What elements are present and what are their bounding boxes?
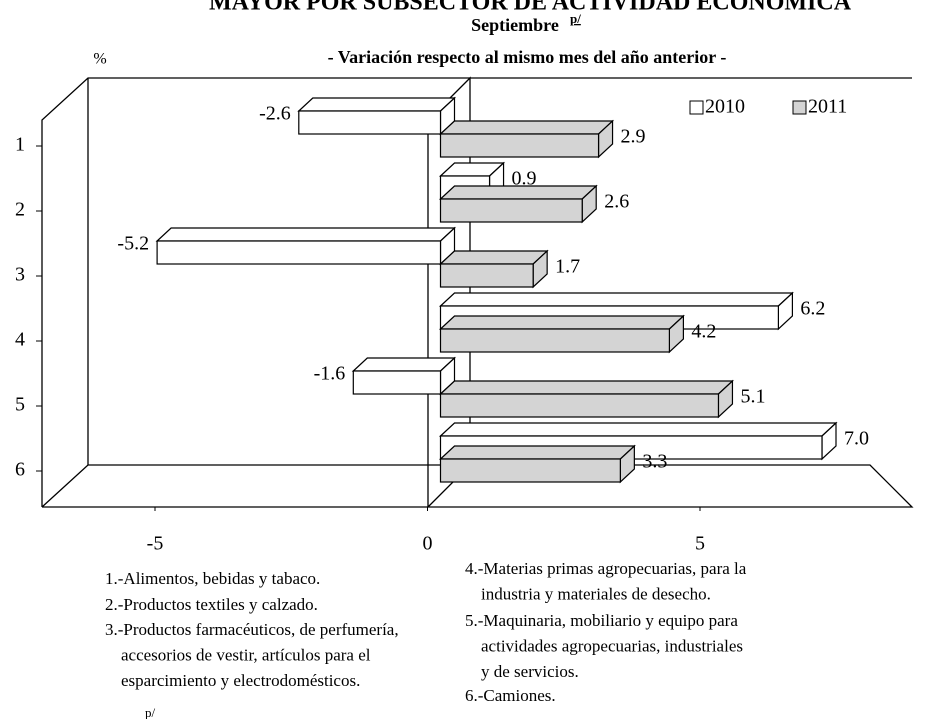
bar-top bbox=[438, 422, 838, 437]
note: accesorios de vestir, artículos para el bbox=[121, 645, 371, 664]
x-tick-label: 5 bbox=[695, 533, 705, 555]
bar bbox=[352, 370, 442, 395]
value-label: 2.6 bbox=[604, 191, 629, 213]
bar bbox=[439, 263, 534, 288]
value-label: 7.0 bbox=[844, 428, 869, 450]
bar bbox=[298, 110, 442, 135]
note: actividades agropecuarias, industriales bbox=[481, 636, 743, 655]
legend-swatch bbox=[689, 100, 704, 115]
value-label: -1.6 bbox=[314, 363, 346, 385]
bar-top bbox=[438, 185, 598, 200]
note: 1.-Alimentos, bebidas y tabaco. bbox=[105, 569, 320, 588]
bar-top bbox=[438, 250, 549, 265]
chart-subtitle: Septiembre bbox=[471, 15, 559, 35]
y-tick-label: 1 bbox=[15, 134, 25, 156]
chart-subtitle: - Variación respecto al mismo mes del añ… bbox=[328, 47, 727, 67]
value-label: 4.2 bbox=[691, 321, 716, 343]
legend-swatch bbox=[792, 100, 807, 115]
y-tick-label: 6 bbox=[15, 459, 25, 481]
value-label: 5.1 bbox=[740, 386, 765, 408]
floor bbox=[41, 464, 914, 508]
footnote: p/ bbox=[145, 705, 156, 719]
unit-label: % bbox=[93, 51, 106, 68]
note: 5.-Maquinaria, mobiliario y equipo para bbox=[465, 611, 738, 630]
walls bbox=[41, 77, 912, 507]
bar bbox=[439, 393, 720, 418]
legend-label: 2010 bbox=[705, 96, 745, 118]
y-tick-label: 5 bbox=[15, 394, 25, 416]
value-label: 1.7 bbox=[555, 256, 580, 278]
value-label: -2.6 bbox=[259, 103, 291, 125]
bar bbox=[439, 328, 670, 353]
note: 3.-Productos farmacéuticos, de perfumerí… bbox=[105, 620, 399, 639]
note: 6.-Camiones. bbox=[465, 686, 556, 705]
value-label: 6.2 bbox=[800, 298, 825, 320]
bar-top bbox=[155, 227, 457, 242]
x-tick-label: 0 bbox=[423, 533, 433, 555]
chart-title: MAYOR POR SUBSECTOR DE ACTIVIDAD ECONÓMI… bbox=[209, 0, 852, 16]
bar bbox=[439, 198, 583, 223]
y-tick-label: 3 bbox=[15, 264, 25, 286]
bar-top bbox=[297, 97, 457, 112]
value-label: 2.9 bbox=[621, 126, 646, 148]
bar-top bbox=[438, 292, 794, 307]
bar bbox=[439, 133, 600, 158]
note: industria y materiales de desecho. bbox=[481, 584, 711, 603]
subtitle-mark: p/ bbox=[570, 11, 581, 26]
bar-top bbox=[438, 120, 615, 135]
bar-top bbox=[438, 315, 685, 330]
bar-top bbox=[438, 380, 734, 395]
bar-top bbox=[438, 445, 636, 460]
bar bbox=[439, 458, 621, 483]
note: 4.-Materias primas agropecuarias, para l… bbox=[465, 559, 747, 578]
value-label: 3.3 bbox=[642, 451, 667, 473]
value-label: -5.2 bbox=[117, 233, 149, 255]
bar-top bbox=[351, 357, 457, 372]
y-tick-label: 4 bbox=[15, 329, 25, 351]
x-tick-label: -5 bbox=[147, 533, 164, 555]
note: y de servicios. bbox=[481, 662, 579, 681]
y-tick-label: 2 bbox=[15, 199, 25, 221]
note: 2.-Productos textiles y calzado. bbox=[105, 595, 318, 614]
value-label: 0.9 bbox=[512, 168, 537, 190]
legend-label: 2011 bbox=[808, 96, 847, 118]
bar bbox=[156, 240, 442, 265]
note: esparcimiento y electrodomésticos. bbox=[121, 671, 360, 690]
